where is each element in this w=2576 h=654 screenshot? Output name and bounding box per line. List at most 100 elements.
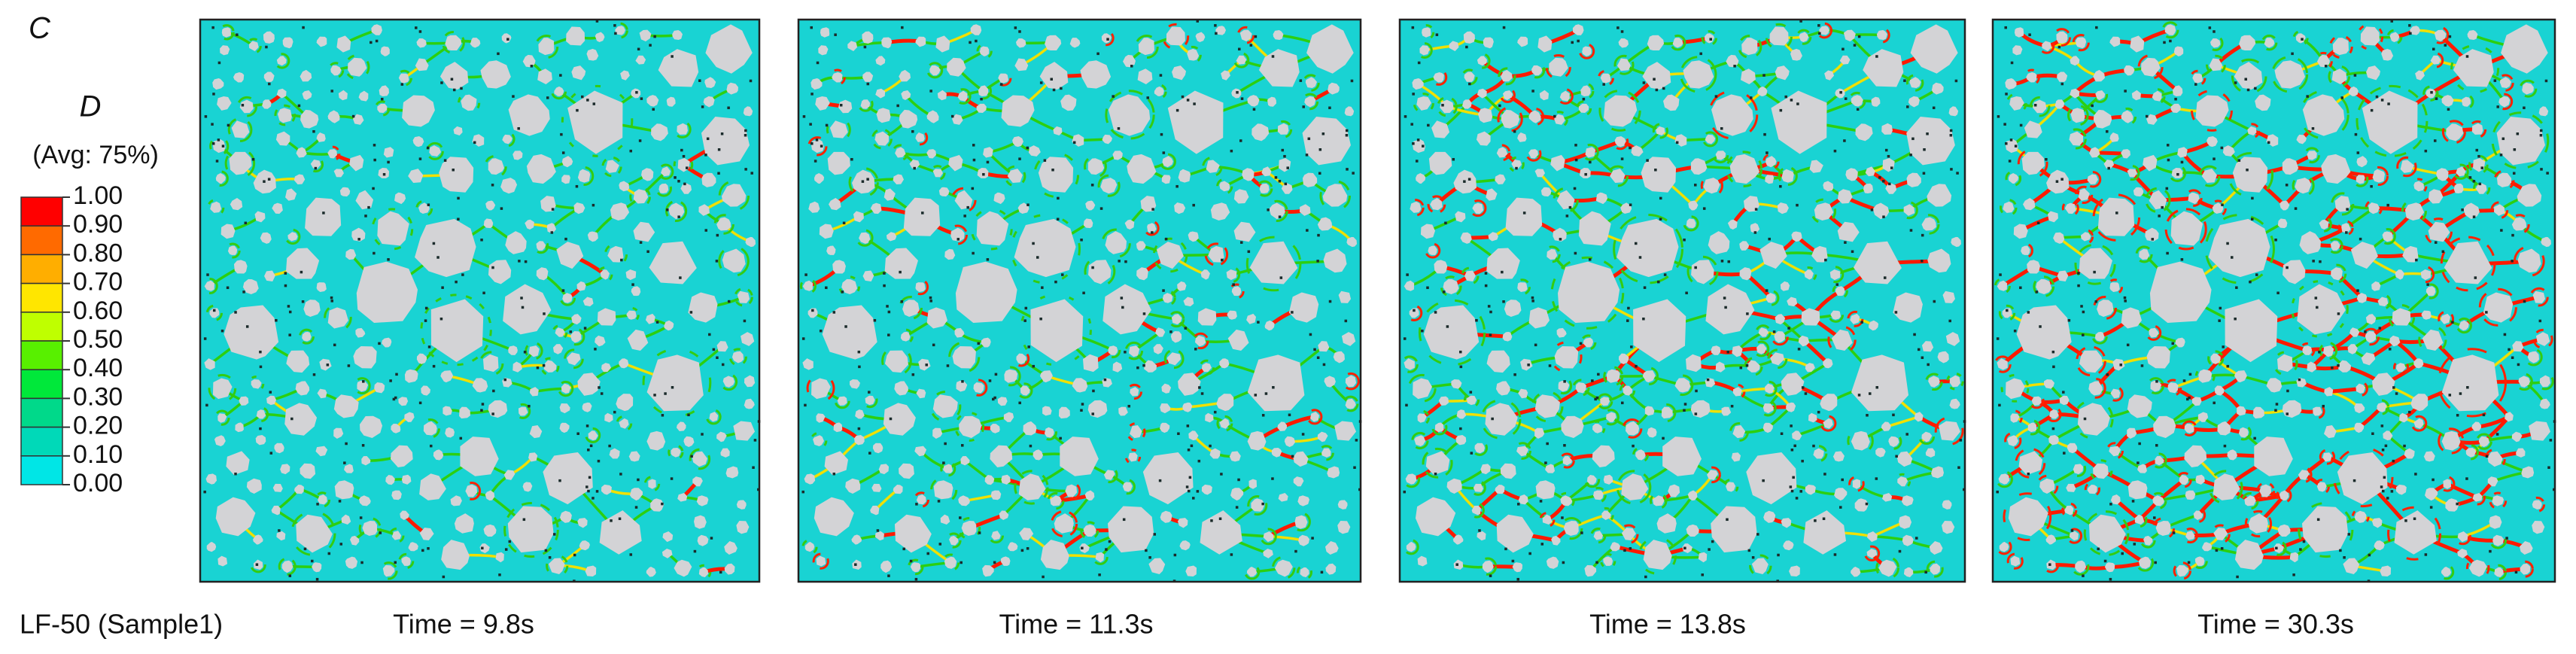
pore — [1411, 26, 1415, 29]
aggregate — [1227, 310, 1237, 320]
aggregate — [860, 99, 871, 109]
aggregate — [1345, 398, 1356, 409]
pore — [1098, 573, 1101, 576]
aggregate — [1200, 269, 1210, 280]
pore — [2413, 517, 2416, 521]
pore — [1777, 553, 1780, 557]
aggregate — [2444, 241, 2492, 284]
aggregate — [2032, 99, 2047, 114]
interface-crack — [629, 186, 651, 208]
aggregate — [1100, 178, 1118, 194]
pore — [1996, 490, 1999, 494]
pore — [1501, 270, 1504, 274]
pore — [1441, 103, 1444, 107]
pore — [2466, 386, 2469, 389]
aggregate — [1042, 406, 1052, 416]
aggregate — [2535, 332, 2550, 346]
interface-crack — [1755, 324, 1772, 341]
aggregate — [2404, 448, 2415, 459]
pore — [975, 39, 978, 43]
pore — [1949, 129, 1953, 132]
pore — [1884, 148, 1888, 152]
aggregate — [2048, 435, 2059, 446]
pore — [2174, 97, 2177, 101]
aggregate — [1147, 223, 1157, 233]
aggregate — [1705, 284, 1755, 335]
aggregate — [2289, 552, 2299, 563]
interface-crack — [201, 277, 218, 295]
pore — [966, 205, 969, 209]
aggregate — [293, 484, 304, 494]
aggregate — [870, 505, 880, 516]
interface-crack — [1572, 379, 1590, 397]
aggregate — [2372, 373, 2395, 396]
aggregate — [1472, 202, 1484, 214]
aggregate — [554, 86, 564, 96]
aggregate — [2177, 147, 2188, 158]
pore — [1406, 273, 1409, 276]
pore — [1240, 97, 1244, 100]
aggregate — [743, 106, 753, 117]
pore — [1302, 105, 1305, 108]
pore — [212, 93, 215, 96]
aggregate — [204, 280, 214, 291]
pore — [671, 55, 674, 58]
interface-crack — [574, 166, 595, 187]
pore — [1695, 389, 1698, 393]
aggregate — [316, 282, 327, 293]
aggregate — [445, 427, 455, 438]
aggregate — [512, 151, 523, 160]
interface-crack — [1816, 22, 1833, 39]
aggregate — [976, 103, 987, 113]
aggregate — [1899, 515, 1912, 529]
pore — [2093, 270, 2096, 274]
aggregate — [2532, 500, 2542, 510]
aggregate — [1102, 284, 1151, 335]
aggregate — [276, 88, 287, 99]
interface-crack — [2028, 393, 2045, 409]
pore — [1638, 256, 1642, 259]
pore — [217, 61, 221, 65]
aggregate — [1166, 26, 1185, 46]
pore — [820, 144, 823, 148]
pore — [1091, 266, 1094, 269]
aggregate — [272, 483, 283, 492]
aggregate — [352, 114, 364, 125]
pore — [1511, 559, 1515, 563]
interface-crack — [2017, 242, 2033, 259]
pore — [1616, 26, 1620, 29]
pore — [1589, 160, 1592, 164]
aggregate — [2130, 35, 2145, 53]
pore — [1162, 151, 1166, 154]
aggregate — [2176, 564, 2188, 577]
pore — [832, 472, 836, 476]
interface-crack — [2164, 208, 2207, 251]
pore — [1130, 65, 1133, 68]
interface-crack — [227, 117, 253, 142]
aggregate — [2192, 73, 2203, 84]
aggregate — [2152, 495, 2164, 506]
aggregate — [577, 169, 591, 183]
aggregate — [1433, 71, 1444, 83]
interface-crack — [1905, 74, 1924, 92]
aggregate — [2349, 327, 2360, 337]
aggregate — [677, 493, 688, 502]
pore — [899, 270, 902, 274]
pore — [330, 90, 333, 93]
interface-crack — [278, 557, 297, 576]
aggregate — [1058, 406, 1070, 419]
interface-crack — [2337, 220, 2354, 236]
aggregate — [1851, 566, 1861, 577]
pore — [524, 260, 528, 263]
pore — [925, 364, 928, 367]
pore — [1817, 410, 1820, 414]
pore — [640, 97, 643, 100]
aggregate — [1188, 430, 1199, 441]
pore — [1214, 24, 1217, 27]
aggregate — [703, 96, 715, 108]
pore — [1316, 260, 1319, 263]
interface-crack — [891, 144, 909, 162]
pore — [1316, 356, 1320, 360]
pore — [2493, 79, 2497, 82]
interface-crack — [2261, 34, 2278, 51]
